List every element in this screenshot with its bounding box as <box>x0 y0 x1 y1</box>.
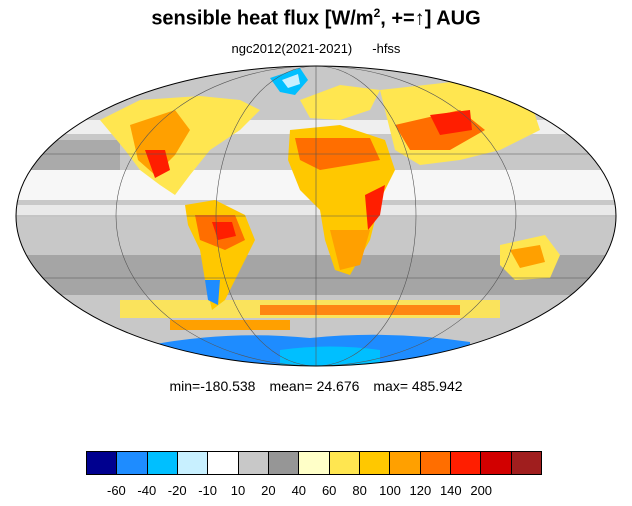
colorbar-swatch <box>299 452 330 474</box>
colorbar-tick-label: 200 <box>470 483 493 498</box>
map-subtitle: ngc2012(2021-2021) -hfss <box>0 41 632 56</box>
central-asia-extreme <box>430 110 472 135</box>
colorbar-tick-label: 20 <box>261 483 276 498</box>
antarctica-interior <box>280 346 380 366</box>
southern-africa <box>330 230 370 270</box>
colorbar-swatch <box>177 452 209 474</box>
map-title: sensible heat flux [W/m2, +=↑] AUG <box>151 6 481 30</box>
colorbar-swatch <box>87 452 118 474</box>
antarctic-edge <box>260 305 460 315</box>
colorbar-swatch <box>481 452 512 474</box>
patagonia <box>205 280 220 305</box>
min-value: min=-180.538 <box>169 378 256 394</box>
colorbar-tick-label: 10 <box>230 483 246 498</box>
model-label: ngc2012(2021-2021) <box>231 41 353 56</box>
colorbar-swatch <box>511 452 541 474</box>
mexico-hot <box>145 150 170 178</box>
colorbar-swatch <box>359 452 391 474</box>
mean-value: mean= 24.676 <box>269 378 360 394</box>
colorbar-tick-label: -40 <box>137 483 157 498</box>
max-value: max= 485.942 <box>373 378 463 394</box>
colorbar-swatch <box>390 452 421 474</box>
colorbar-tick-label: 140 <box>439 483 462 498</box>
colorbar-swatch <box>208 452 239 474</box>
north-america-hot <box>130 110 190 175</box>
colorbar-swatch <box>147 452 178 474</box>
colorbar <box>86 451 542 475</box>
north-pacific-dark <box>16 140 120 170</box>
australia-hot <box>510 245 545 268</box>
colorbar-swatch <box>450 452 482 474</box>
colorbar-tick-label: -20 <box>167 483 187 498</box>
variable-label: -hfss <box>372 41 401 56</box>
colorbar-tick-label: 60 <box>321 483 337 498</box>
colorbar-labels: -60 -40 -20 -10 10 20 40 60 80 100 120 140 200 <box>86 483 542 501</box>
colorbar-swatch <box>329 452 360 474</box>
colorbar-tick-label: -60 <box>106 483 126 498</box>
up-arrow-icon: ↑ <box>414 7 425 30</box>
southern-ocean-orange <box>170 320 290 330</box>
map-border <box>15 65 617 367</box>
colorbar-swatch <box>420 452 451 474</box>
statistics-line: min=-180.538 mean= 24.676 max= 485.942 <box>0 378 632 394</box>
greenland-interior <box>282 74 300 88</box>
europe <box>300 85 380 120</box>
colorbar-tick-label: -10 <box>198 483 217 498</box>
colorbar-swatch <box>268 452 300 474</box>
colorbar-tick-label: 100 <box>379 483 401 498</box>
colorbar-tick-label: 80 <box>352 483 367 498</box>
east-africa-extreme <box>365 185 385 230</box>
colorbar-swatch <box>238 452 269 474</box>
amazon-extreme <box>212 222 236 240</box>
colorbar-tick-label: 40 <box>291 483 307 498</box>
colorbar-tick-label: 120 <box>409 483 432 498</box>
colorbar-swatch <box>117 452 148 474</box>
